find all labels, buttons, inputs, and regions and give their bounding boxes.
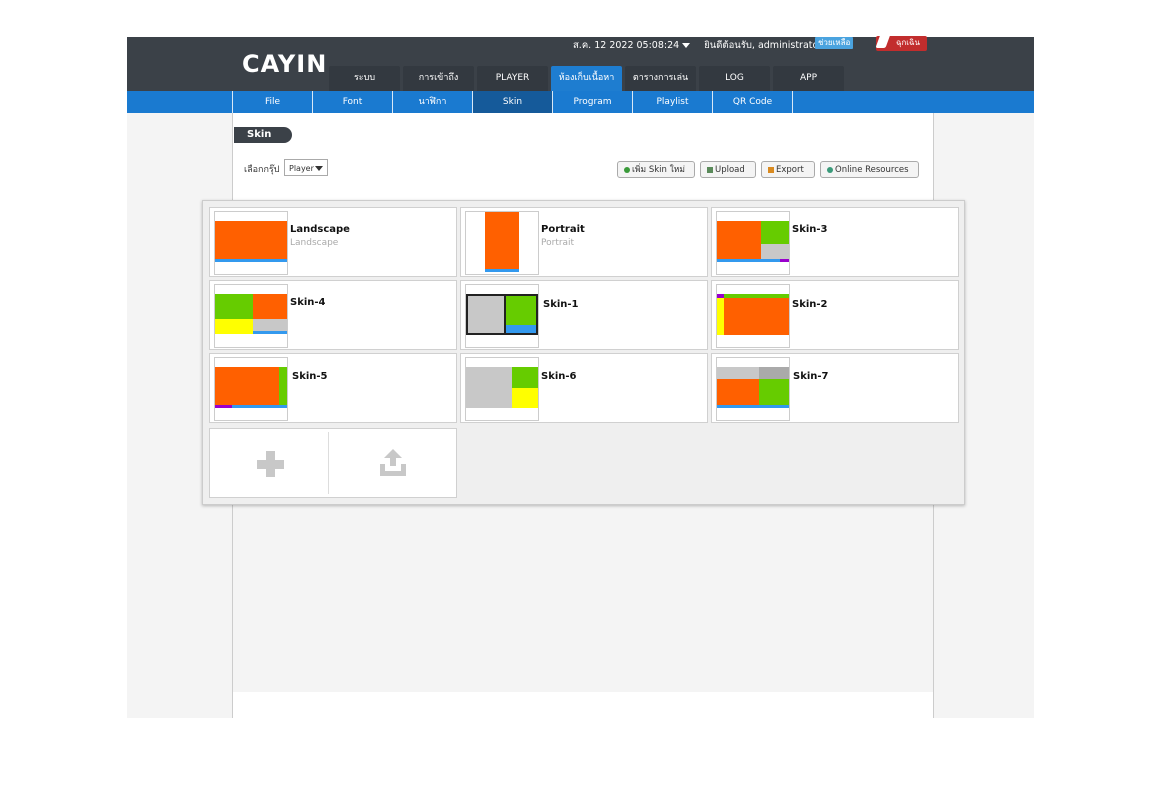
skin-thumbnail	[465, 357, 539, 421]
toolbar-area: Skin เลือกกรุ๊ป Player เพิ่ม Skin ใหม่ U…	[233, 113, 933, 201]
skin-title: Skin-7	[793, 371, 829, 382]
emergency-icon	[875, 34, 891, 48]
globe-icon	[827, 166, 833, 173]
emergency-button[interactable]: ฉุกเฉิน	[875, 34, 927, 51]
export-icon	[768, 166, 774, 173]
skin-subtitle: Landscape	[290, 238, 339, 248]
export-label: Export	[776, 165, 804, 175]
skin-card-skin-7[interactable]: Skin-7	[711, 353, 959, 423]
upload-button[interactable]: Upload	[700, 161, 756, 178]
page-title: Skin	[234, 127, 292, 143]
skin-card-skin-4[interactable]: Skin-4	[209, 280, 457, 350]
help-label: ช่วยเหลือ	[818, 38, 851, 47]
subnav-playlist[interactable]: Playlist	[632, 91, 712, 113]
subnav-qrcode[interactable]: QR Code	[712, 91, 793, 113]
upload-tile-icon[interactable]	[378, 447, 408, 477]
skin-card-skin-6[interactable]: Skin-6	[460, 353, 708, 423]
datetime-text: ส.ค. 12 2022 05:08:24	[573, 40, 680, 51]
sub-nav: File Font นาฬิกา Skin Program Playlist Q…	[127, 91, 1034, 113]
datetime-dropdown[interactable]: ส.ค. 12 2022 05:08:24	[573, 38, 691, 53]
cayin-logo: CAYIN	[242, 50, 328, 78]
skin-thumbnail	[214, 211, 288, 275]
skin-thumbnail	[465, 284, 539, 348]
group-select-value: Player	[289, 164, 314, 173]
welcome-text: ยินดีต้อนรับ, administrator	[704, 40, 823, 51]
online-resources-label: Online Resources	[835, 165, 909, 175]
add-skin-label: เพิ่ม Skin ใหม่	[632, 165, 685, 175]
subnav-font[interactable]: Font	[312, 91, 392, 113]
skin-title: Skin-1	[543, 299, 579, 310]
skin-title: Skin-3	[792, 224, 828, 235]
upload-label: Upload	[715, 165, 745, 175]
group-label: เลือกกรุ๊ป	[244, 165, 280, 175]
skin-card-skin-3[interactable]: Skin-3	[711, 207, 959, 277]
skin-card-skin-5[interactable]: Skin-5	[209, 353, 457, 423]
divider	[328, 432, 329, 494]
export-button[interactable]: Export	[761, 161, 815, 178]
content-footer	[233, 692, 933, 718]
skin-title: Landscape	[290, 224, 350, 235]
skin-card-skin-1[interactable]: Skin-1	[460, 280, 708, 350]
skin-title: Skin-5	[292, 371, 328, 382]
online-resources-button[interactable]: Online Resources	[820, 161, 919, 178]
main-tabs: ระบบ การเข้าถึง PLAYER ห้องเก็บเนื้อหา ต…	[329, 66, 847, 91]
tab-player[interactable]: PLAYER	[477, 66, 548, 91]
chevron-down-icon	[682, 43, 691, 48]
tab-system[interactable]: ระบบ	[329, 66, 400, 91]
skin-thumbnail	[716, 357, 790, 421]
chevron-down-icon	[315, 166, 323, 171]
add-skin-tile[interactable]	[257, 451, 284, 477]
skin-thumbnail	[214, 284, 288, 348]
add-upload-card	[209, 428, 457, 498]
user-menu[interactable]: ยินดีต้อนรับ, administrator	[704, 38, 834, 53]
skin-card-skin-2[interactable]: Skin-2	[711, 280, 959, 350]
top-bar: CAYIN ส.ค. 12 2022 05:08:24 ยินดีต้อนรับ…	[127, 34, 1034, 91]
skin-grid-panel: Landscape Landscape Portrait Portrait Sk…	[202, 200, 965, 505]
tab-log[interactable]: LOG	[699, 66, 770, 91]
upload-icon	[707, 166, 713, 173]
add-skin-button[interactable]: เพิ่ม Skin ใหม่	[617, 161, 695, 178]
skin-thumbnail	[465, 211, 539, 275]
skin-title: Skin-2	[792, 299, 828, 310]
help-button[interactable]: ช่วยเหลือ	[815, 37, 854, 49]
skin-thumbnail	[214, 357, 288, 421]
tab-access[interactable]: การเข้าถึง	[403, 66, 474, 91]
emergency-label: ฉุกเฉิน	[896, 38, 920, 47]
skin-card-landscape[interactable]: Landscape Landscape	[209, 207, 457, 277]
skin-thumbnail	[716, 284, 790, 348]
skin-thumbnail	[716, 211, 790, 275]
skin-subtitle: Portrait	[541, 238, 575, 248]
skin-title: Skin-6	[541, 371, 577, 382]
plus-circle-icon	[624, 166, 630, 173]
subnav-program[interactable]: Program	[552, 91, 632, 113]
tab-schedule[interactable]: ตารางการเล่น	[625, 66, 696, 91]
subnav-file[interactable]: File	[232, 91, 312, 113]
skin-card-portrait[interactable]: Portrait Portrait	[460, 207, 708, 277]
tab-app[interactable]: APP	[773, 66, 844, 91]
tab-media-library[interactable]: ห้องเก็บเนื้อหา	[551, 66, 622, 91]
group-select[interactable]: Player	[284, 159, 328, 176]
subnav-clock[interactable]: นาฬิกา	[392, 91, 472, 113]
skin-title: Skin-4	[290, 297, 326, 308]
subnav-skin[interactable]: Skin	[472, 91, 552, 113]
skin-title: Portrait	[541, 224, 585, 235]
status-area: ส.ค. 12 2022 05:08:24 ยินดีต้อนรับ, admi…	[573, 38, 834, 53]
